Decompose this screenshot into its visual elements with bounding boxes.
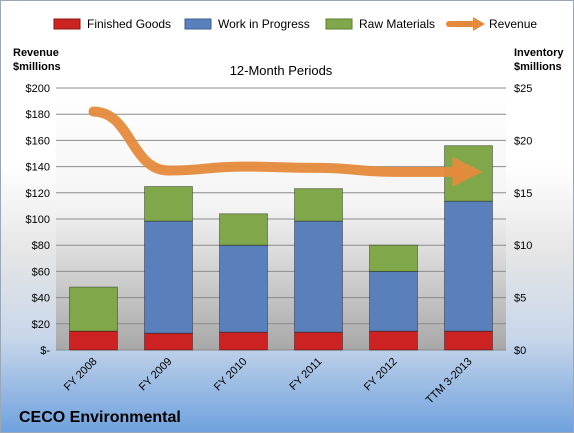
chart-subtitle: 12-Month Periods [230, 63, 333, 78]
bar-work-in-progress [444, 200, 493, 332]
x-tick-label: FY 2012 [362, 356, 400, 394]
legend-label-raw-materials: Raw Materials [359, 17, 435, 31]
right-tick-label: $0 [514, 345, 526, 357]
right-tick-label: $5 [514, 293, 526, 305]
legend-arrowhead-revenue [473, 17, 485, 31]
x-tick-label: TTM 3-2013 [424, 356, 475, 407]
bar-work-in-progress [219, 244, 268, 333]
bar-work-in-progress [144, 220, 193, 334]
left-tick-label: $- [40, 345, 50, 357]
bar-raw-materials [219, 213, 268, 246]
revenue-line [88, 106, 462, 177]
legend: Finished Goods Work in Progress Raw Mate… [53, 17, 537, 31]
right-tick-label: $10 [514, 240, 532, 252]
left-tick-label: $20 [32, 319, 50, 331]
left-tick-label: $80 [32, 240, 50, 252]
left-tick-label: $200 [26, 83, 50, 95]
left-tick-label: $100 [26, 214, 50, 226]
left-tick-label: $180 [26, 109, 50, 121]
bar-raw-materials [69, 286, 118, 332]
legend-label-revenue: Revenue [489, 17, 537, 31]
legend-label-finished-goods: Finished Goods [87, 17, 171, 31]
legend-label-work-in-progress: Work in Progress [218, 17, 310, 31]
bar-finished-goods [444, 330, 493, 351]
x-tick-label: FY 2011 [287, 356, 324, 393]
left-axis-title-line1: Revenue [13, 47, 59, 59]
right-axis-title-line2: $millions [514, 61, 562, 73]
left-tick-label: $160 [26, 135, 50, 147]
company-name: CECO Environmental [19, 409, 181, 426]
bar-work-in-progress [369, 270, 418, 332]
legend-swatch-finished-goods [53, 18, 81, 30]
x-tick-label: FY 2010 [212, 356, 250, 394]
left-axis-ticks: $- $20 $40 $60 $80 $100 $120 $140 $160 $180 $200 [26, 83, 51, 357]
revenue-arrowhead [452, 156, 483, 187]
gridlines [56, 87, 506, 351]
x-axis-ticks: FY 2008 FY 2009 FY 2010 FY 2011 FY 2012 TTM 3… [62, 356, 475, 407]
bar-finished-goods [369, 330, 418, 351]
x-tick-label: FY 2009 [137, 356, 175, 394]
right-axis-title-line1: Inventory [514, 47, 564, 59]
right-tick-label: $20 [514, 135, 532, 147]
left-tick-label: $40 [32, 293, 50, 305]
bar-finished-goods [219, 331, 268, 351]
left-axis-title-line2: $millions [13, 61, 61, 73]
left-tick-label: $140 [26, 162, 50, 174]
bar-finished-goods [144, 332, 193, 351]
x-tick-label: FY 2008 [62, 356, 100, 394]
right-axis-ticks: $0 $5 $10 $15 $20 $25 [514, 83, 532, 357]
left-tick-label: $120 [26, 188, 50, 200]
bar-finished-goods [294, 331, 343, 351]
bar-raw-materials [294, 188, 343, 222]
right-tick-label: $25 [514, 83, 532, 95]
legend-swatch-work-in-progress [184, 18, 212, 30]
bar-raw-materials [369, 244, 418, 272]
bar-work-in-progress [294, 220, 343, 333]
bar-finished-goods [69, 330, 118, 351]
left-tick-label: $60 [32, 266, 50, 278]
right-tick-label: $15 [514, 188, 532, 200]
bar-raw-materials [144, 186, 193, 222]
revenue-line-group [88, 106, 483, 187]
legend-swatch-raw-materials [325, 18, 353, 30]
